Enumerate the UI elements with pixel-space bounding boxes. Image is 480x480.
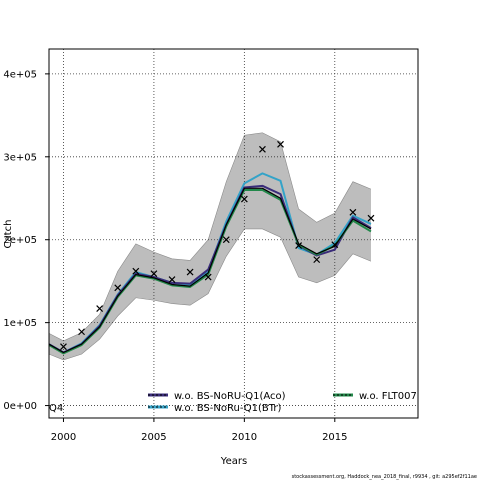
footer-note: stockassessment.org, Haddock_nea_2018_fi… [292,474,477,480]
y-tick-label-400000: 4e+05 [3,69,37,80]
observed-point-2007 [186,268,194,276]
legend-label-aco: w.o. BS-NoRU-Q1(Aco) [174,391,286,402]
x-tick-label-2015: 2015 [322,432,347,443]
y-tick-label-0: 0e+00 [3,401,37,412]
y-tick-label-100000: 1e+05 [3,318,37,329]
observed-point-2017 [367,214,375,222]
observed-point-2016 [349,208,357,216]
observed-point-2008 [204,273,212,281]
axes-layer: 2000 2005 2010 2015 0e+00 1e+05 2e+05 3e+05 4e+0… [3,69,347,443]
panel-label: Q4 [49,403,63,414]
observed-point-2004 [132,267,140,275]
observed-point-2015 [331,241,339,249]
legend-label-btr: w.o. BS-NoRu-Q1(BTr) [174,403,282,414]
x-axis-label: Years [220,456,247,467]
observed-point-2014 [313,256,321,264]
confidence-band [49,132,371,360]
observed-point-2006 [168,276,176,283]
observed-point-2011 [259,145,266,153]
observed-point-2005 [150,270,158,278]
confidence-band-layer [48,132,372,361]
confidence-band-lower-edge [48,228,372,361]
observed-point-2009 [222,236,230,244]
x-tick-label-2005: 2005 [141,432,166,443]
series-layer [48,172,372,355]
y-tick-label-300000: 3e+05 [3,152,37,163]
observed-point-2001 [78,328,85,336]
observed-point-2012 [277,140,284,148]
observed-point-2002 [96,305,104,312]
x-tick-label-2010: 2010 [232,432,257,443]
y-tick-label-200000: 2e+05 [3,235,37,246]
legend: w.o. BS-NoRU-Q1(Aco) w.o. BS-NoRu-Q1(BTr… [148,391,417,414]
y-axis-label: Catch [3,220,14,249]
observed-points-layer [60,140,375,351]
plot-frame [48,48,419,419]
x-tick-label-2000: 2000 [51,432,76,443]
observed-point-2010 [240,195,248,203]
observed-point-2013 [295,242,303,249]
series-line-base-fit [48,187,372,354]
legend-label-flt: w.o. FLT007 [359,391,417,402]
observed-point-2003 [114,284,122,292]
observed-point-2000 [60,343,67,351]
